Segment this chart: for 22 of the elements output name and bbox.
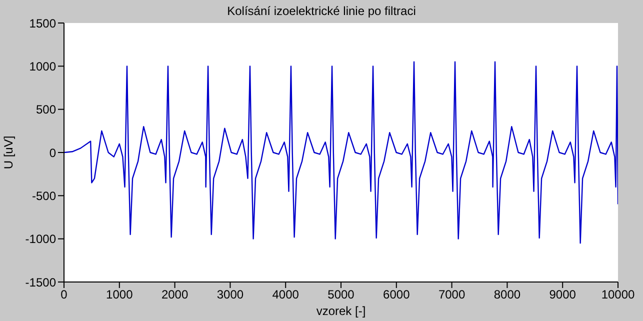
- x-tick-label: 4000: [272, 288, 300, 302]
- x-tick-label: 6000: [383, 288, 410, 302]
- x-tick-label: 5000: [328, 288, 355, 302]
- x-tick-label: 10000: [601, 288, 636, 302]
- x-tick-label: 0: [60, 288, 68, 302]
- chart-title: Kolísání izoelektrické linie po filtraci: [226, 4, 417, 18]
- x-tick-label: 3000: [216, 288, 244, 302]
- x-tick-label: 1000: [106, 288, 134, 302]
- x-tick-label: 2000: [161, 288, 188, 302]
- y-tick-label: 1500: [29, 16, 56, 30]
- line-series: [64, 61, 618, 244]
- y-tick-label: -500: [32, 188, 56, 203]
- y-tick-label: 0: [49, 146, 56, 160]
- y-tick-label: -1500: [25, 275, 56, 290]
- x-tick-label: 9000: [549, 288, 576, 302]
- x-axis-title: vzorek [-]: [316, 304, 366, 318]
- y-axis-title: U [uV]: [1, 136, 16, 170]
- y-tick-label: 500: [36, 102, 56, 117]
- y-tick-label: -1000: [25, 232, 56, 246]
- x-tick-label: 7000: [438, 288, 466, 302]
- y-tick-label: 1000: [29, 59, 56, 74]
- x-tick-label: 8000: [494, 288, 521, 302]
